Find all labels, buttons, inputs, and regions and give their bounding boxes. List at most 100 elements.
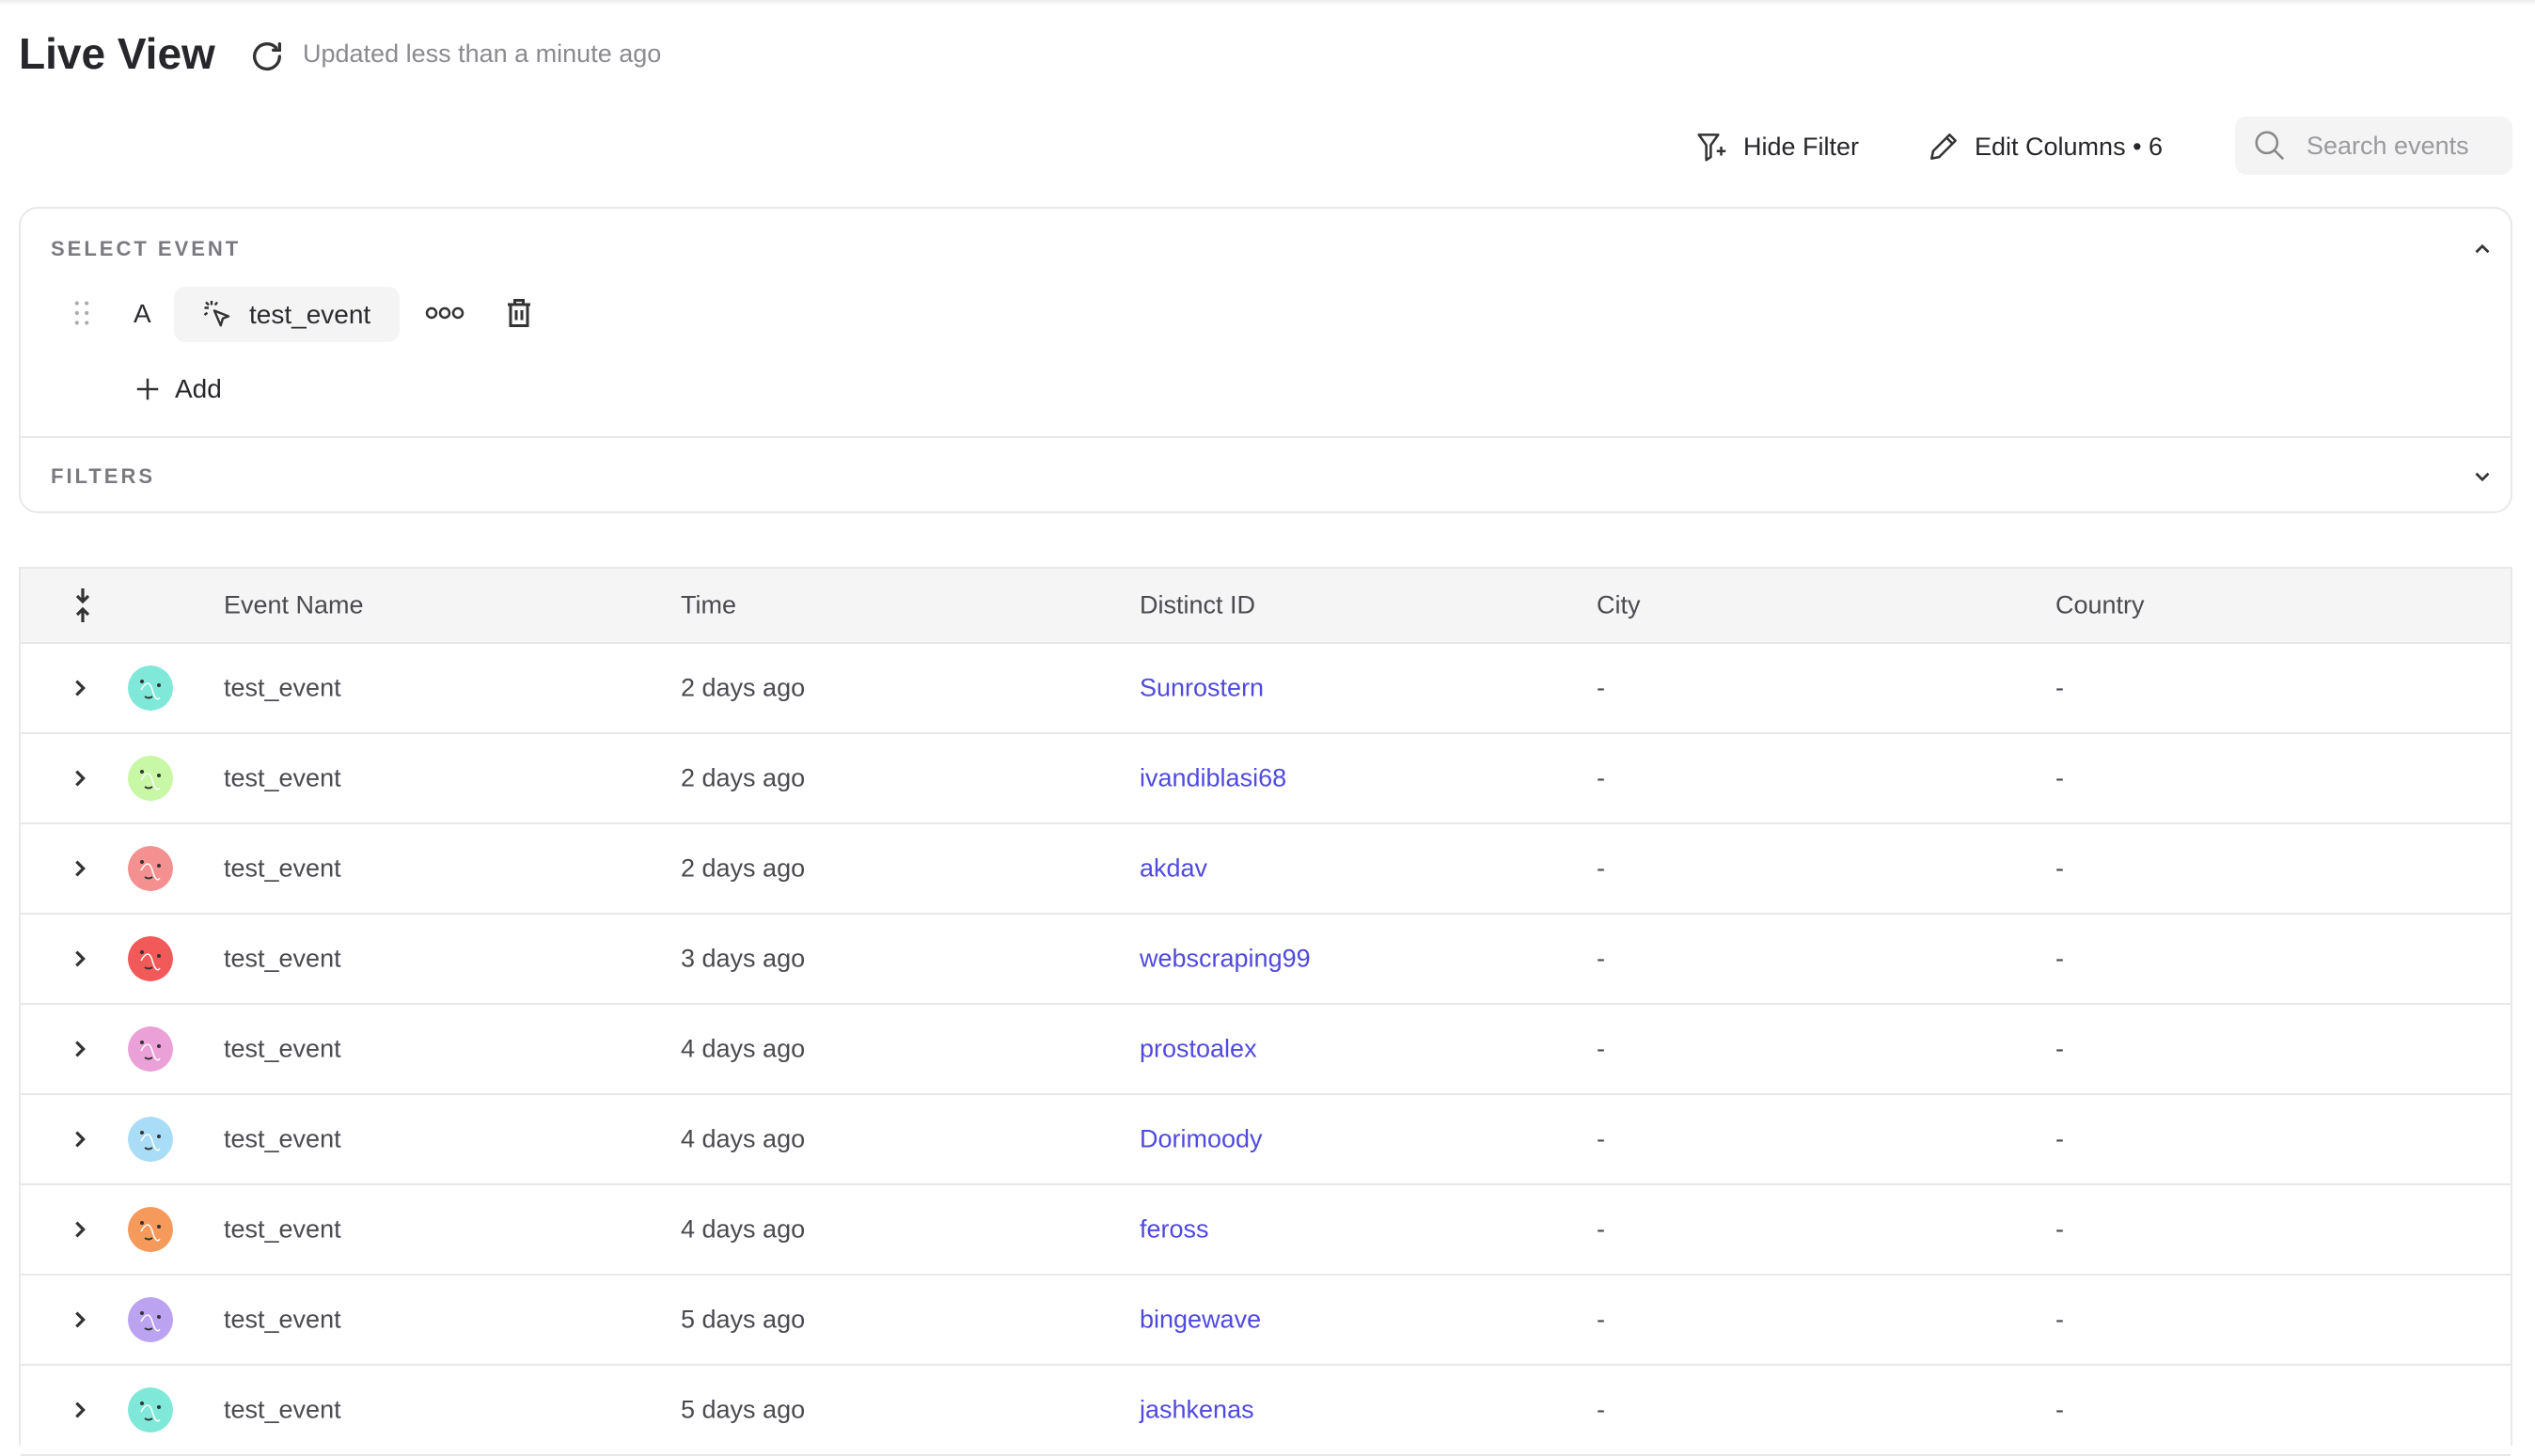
- hide-filter-button[interactable]: Hide Filter: [1694, 129, 1859, 164]
- event-selection-panel: SELECT EVENT A test_event Add FILTERS: [19, 207, 2512, 513]
- filter-plus-icon: [1697, 133, 1726, 162]
- country-cell: -: [2055, 1214, 2064, 1244]
- country-cell: -: [2055, 1305, 2064, 1334]
- expand-row-chevron-icon[interactable]: [70, 1309, 90, 1330]
- time-cell: 2 days ago: [681, 763, 806, 792]
- event-name-cell: test_event: [224, 1034, 341, 1063]
- country-cell: -: [2055, 944, 2064, 973]
- drag-handle-icon[interactable]: [73, 301, 90, 325]
- distinct-id-link[interactable]: bingewave: [1140, 1305, 1262, 1334]
- city-cell: -: [1597, 1034, 1605, 1063]
- table-row[interactable]: test_event 2 days ago Sunrostern - -: [21, 644, 2511, 734]
- avatar: [128, 846, 173, 891]
- distinct-id-link[interactable]: jashkenas: [1140, 1395, 1254, 1424]
- divider: [21, 436, 2511, 438]
- table-row[interactable]: test_event 4 days ago Dorimoody - -: [21, 1095, 2511, 1185]
- updated-status: Updated less than a minute ago: [303, 39, 662, 68]
- expand-row-chevron-icon[interactable]: [70, 678, 90, 698]
- event-name-cell: test_event: [224, 1124, 341, 1153]
- expand-row-chevron-icon[interactable]: [70, 948, 90, 969]
- time-cell: 4 days ago: [681, 1034, 806, 1063]
- country-cell: -: [2055, 1124, 2064, 1153]
- table-row[interactable]: test_event 4 days ago prostoalex - -: [21, 1005, 2511, 1095]
- avatar: [128, 1026, 173, 1072]
- trash-icon[interactable]: [502, 295, 536, 331]
- chevron-up-icon[interactable]: [2470, 237, 2495, 261]
- expand-row-chevron-icon[interactable]: [70, 1219, 90, 1240]
- table-row[interactable]: test_event 2 days ago akdav - -: [21, 824, 2511, 915]
- chevron-down-icon[interactable]: [2470, 464, 2495, 489]
- distinct-id-link[interactable]: Sunrostern: [1140, 673, 1265, 702]
- table-row[interactable]: test_event 3 days ago webscraping99 - -: [21, 915, 2511, 1005]
- event-name-cell: test_event: [224, 673, 341, 702]
- table-row[interactable]: test_event 5 days ago bingewave - -: [21, 1276, 2511, 1366]
- city-cell: -: [1597, 1124, 1605, 1153]
- time-cell: 5 days ago: [681, 1305, 806, 1334]
- table-row[interactable]: test_event 2 days ago ivandiblasi68 - -: [21, 734, 2511, 824]
- expand-row-chevron-icon[interactable]: [70, 858, 90, 879]
- expand-row-chevron-icon[interactable]: [70, 1039, 90, 1059]
- city-cell: -: [1597, 853, 1605, 883]
- search-icon: [2255, 131, 2285, 161]
- more-options-icon[interactable]: [425, 305, 464, 321]
- collapse-all-icon[interactable]: [70, 587, 96, 624]
- add-event-button[interactable]: Add: [134, 374, 222, 404]
- refresh-icon[interactable]: [248, 38, 286, 75]
- country-cell: -: [2055, 1395, 2064, 1424]
- time-cell: 3 days ago: [681, 944, 806, 973]
- distinct-id-link[interactable]: akdav: [1140, 853, 1208, 883]
- time-cell: 5 days ago: [681, 1395, 806, 1424]
- avatar: [128, 665, 173, 711]
- column-header-city[interactable]: City: [1597, 590, 1641, 619]
- click-cursor-icon: [203, 300, 230, 326]
- edit-columns-button[interactable]: Edit Columns • 6: [1926, 129, 2163, 164]
- filters-label[interactable]: FILTERS: [51, 464, 156, 488]
- event-name: test_event: [249, 299, 371, 329]
- country-cell: -: [2055, 673, 2064, 702]
- city-cell: -: [1597, 1214, 1605, 1244]
- time-cell: 2 days ago: [681, 673, 806, 702]
- distinct-id-link[interactable]: ivandiblasi68: [1140, 763, 1287, 792]
- column-header-distinct-id[interactable]: Distinct ID: [1140, 590, 1256, 619]
- distinct-id-link[interactable]: prostoalex: [1140, 1034, 1257, 1063]
- event-name-cell: test_event: [224, 1214, 341, 1244]
- search-box[interactable]: [2235, 117, 2512, 175]
- country-cell: -: [2055, 1034, 2064, 1063]
- page-title: Live View: [19, 29, 215, 78]
- event-selector[interactable]: test_event: [174, 287, 400, 342]
- time-cell: 4 days ago: [681, 1214, 806, 1244]
- event-name-cell: test_event: [224, 944, 341, 973]
- column-header-event-name[interactable]: Event Name: [224, 590, 364, 619]
- distinct-id-link[interactable]: Dorimoody: [1140, 1124, 1263, 1153]
- table-row[interactable]: test_event 5 days ago jashkenas - -: [21, 1366, 2511, 1456]
- expand-row-chevron-icon[interactable]: [70, 1400, 90, 1420]
- add-label: Add: [175, 374, 222, 403]
- time-cell: 2 days ago: [681, 853, 806, 883]
- pencil-icon: [1930, 133, 1957, 160]
- distinct-id-link[interactable]: feross: [1140, 1214, 1209, 1244]
- avatar: [128, 1207, 173, 1252]
- avatar: [128, 1297, 173, 1342]
- event-name-cell: test_event: [224, 1305, 341, 1334]
- plus-icon: [136, 378, 159, 400]
- country-cell: -: [2055, 763, 2064, 792]
- avatar: [128, 936, 173, 981]
- time-cell: 4 days ago: [681, 1124, 806, 1153]
- column-header-time[interactable]: Time: [681, 590, 736, 619]
- avatar: [128, 1117, 173, 1162]
- table-row[interactable]: test_event 4 days ago feross - -: [21, 1185, 2511, 1276]
- table-header: Event Name Time Distinct ID City Country: [21, 569, 2511, 644]
- distinct-id-link[interactable]: webscraping99: [1140, 944, 1311, 973]
- events-table: Event Name Time Distinct ID City Country…: [19, 567, 2512, 1456]
- event-name-cell: test_event: [224, 763, 341, 792]
- column-header-country[interactable]: Country: [2055, 590, 2145, 619]
- hide-filter-label: Hide Filter: [1743, 132, 1860, 161]
- expand-row-chevron-icon[interactable]: [70, 768, 90, 789]
- search-input[interactable]: [2307, 131, 2495, 161]
- country-cell: -: [2055, 853, 2064, 883]
- event-name-cell: test_event: [224, 1395, 341, 1424]
- city-cell: -: [1597, 673, 1605, 702]
- city-cell: -: [1597, 944, 1605, 973]
- city-cell: -: [1597, 763, 1605, 792]
- expand-row-chevron-icon[interactable]: [70, 1129, 90, 1150]
